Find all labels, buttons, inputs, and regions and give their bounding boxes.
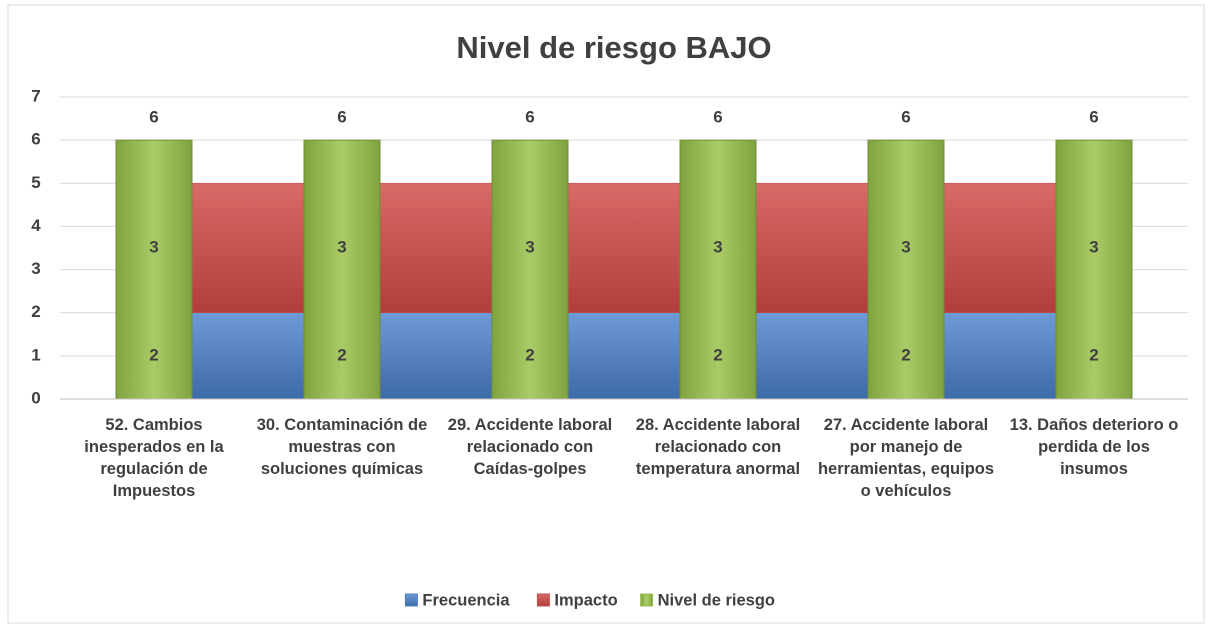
data-label: 3 bbox=[337, 237, 346, 256]
data-label: 6 bbox=[149, 108, 158, 127]
x-tick-label: 13. Daños deterioro o perdida de los ins… bbox=[1009, 416, 1179, 478]
y-tick-label: 2 bbox=[31, 302, 40, 321]
legend-label: Impacto bbox=[554, 591, 617, 609]
data-label: 6 bbox=[337, 108, 346, 127]
y-tick-label: 3 bbox=[31, 259, 40, 278]
bar bbox=[303, 139, 381, 400]
legend-swatch bbox=[404, 593, 418, 607]
bar bbox=[491, 139, 569, 400]
legend-item: Frecuencia bbox=[404, 591, 510, 609]
data-label: 3 bbox=[525, 237, 534, 256]
bar bbox=[1055, 139, 1133, 400]
data-label: 2 bbox=[525, 345, 534, 364]
x-tick-label: 29. Accidente laboral relacionado con Ca… bbox=[447, 416, 613, 478]
data-label: 3 bbox=[713, 237, 722, 256]
y-tick-label: 0 bbox=[31, 388, 40, 407]
data-label: 2 bbox=[337, 345, 346, 364]
y-tick-label: 7 bbox=[31, 86, 40, 105]
legend-swatch bbox=[536, 593, 550, 607]
legend-label: Nivel de riesgo bbox=[658, 591, 775, 609]
data-label: 3 bbox=[901, 237, 910, 256]
chart-title: Nivel de riesgo BAJO bbox=[456, 30, 771, 65]
data-label: 2 bbox=[901, 345, 910, 364]
data-label: 3 bbox=[1089, 237, 1098, 256]
data-label: 3 bbox=[149, 237, 158, 256]
bar bbox=[867, 139, 945, 400]
legend-label: Frecuencia bbox=[422, 591, 510, 609]
x-tick-label: 52. Cambios inesperados en la regulación… bbox=[84, 416, 224, 500]
y-tick-label: 1 bbox=[31, 345, 40, 364]
legend-item: Nivel de riesgo bbox=[640, 591, 775, 609]
legend-item: Impacto bbox=[536, 591, 618, 609]
chart-border bbox=[7, 4, 1205, 624]
x-tick-label: 30. Contaminación de muestras con soluci… bbox=[256, 416, 428, 478]
bar bbox=[115, 139, 193, 400]
bar bbox=[679, 139, 757, 400]
y-tick-label: 4 bbox=[31, 216, 41, 235]
data-label: 2 bbox=[1089, 345, 1098, 364]
data-label: 6 bbox=[1089, 108, 1098, 127]
x-tick-label: 27. Accidente laboral por manejo de herr… bbox=[817, 416, 995, 500]
data-label: 6 bbox=[901, 108, 910, 127]
data-label: 2 bbox=[713, 345, 722, 364]
data-label: 6 bbox=[525, 108, 534, 127]
x-tick-label: 28. Accidente laboral relacionado con te… bbox=[635, 416, 801, 478]
data-label: 2 bbox=[149, 345, 158, 364]
data-label: 6 bbox=[713, 108, 722, 127]
y-tick-label: 6 bbox=[31, 130, 40, 149]
y-tick-label: 5 bbox=[31, 173, 40, 192]
legend-swatch bbox=[640, 593, 654, 607]
